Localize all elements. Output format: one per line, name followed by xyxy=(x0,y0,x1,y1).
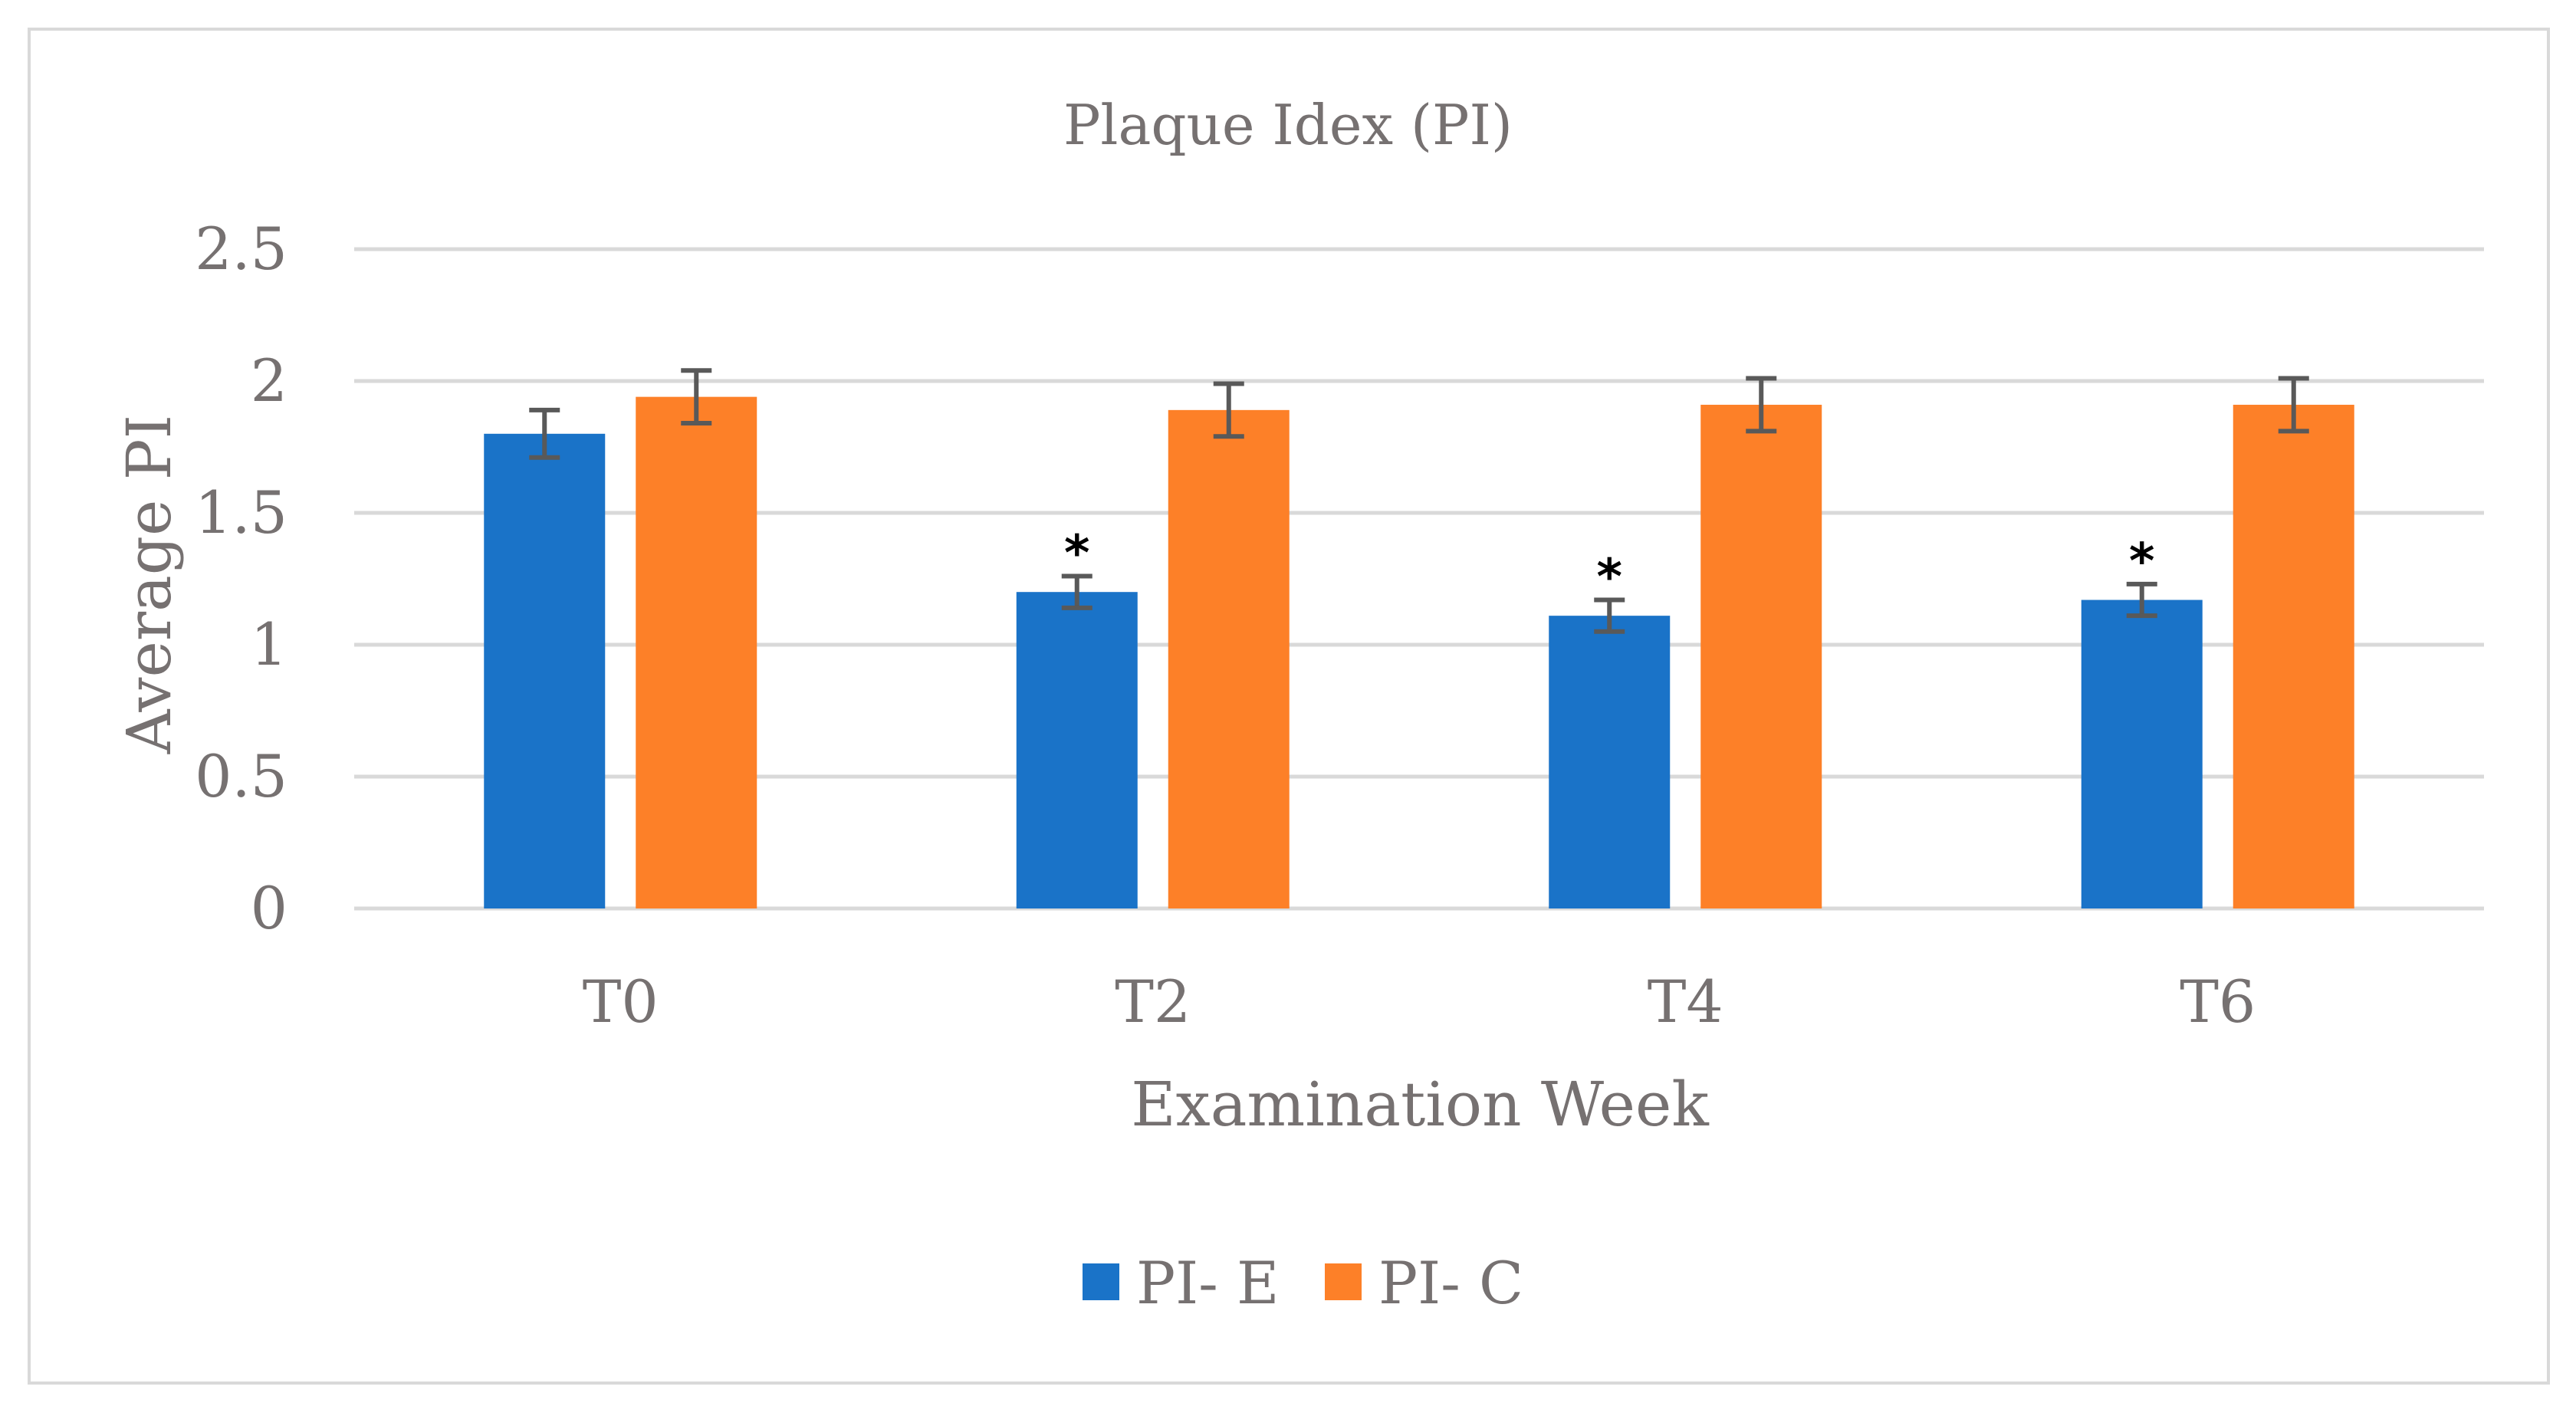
bar-pi-e-t4 xyxy=(1549,616,1671,908)
y-axis-title: Average PI xyxy=(113,415,185,754)
y-tick-label: 1.5 xyxy=(195,478,288,547)
y-tick-label: 0 xyxy=(251,874,288,942)
x-axis-title: Examination Week xyxy=(1131,1069,1710,1140)
legend-label: PI- C xyxy=(1378,1249,1523,1317)
y-tick-label: 2 xyxy=(251,347,288,415)
legend-label: PI- E xyxy=(1136,1249,1279,1317)
bar-pi-e-t0 xyxy=(484,433,606,908)
y-tick-label: 1 xyxy=(251,610,288,678)
bar-pi-c-t0 xyxy=(636,396,757,908)
significance-marker: * xyxy=(2129,534,2154,590)
bar-pi-e-t2 xyxy=(1016,592,1138,908)
chart-title: Plaque Idex (PI) xyxy=(1063,93,1513,157)
x-axis-ticks: T0 T2 T4 T6 xyxy=(583,968,2256,1036)
x-tick-label: T6 xyxy=(2180,968,2256,1036)
bars: * * * xyxy=(484,368,2354,908)
legend-swatch xyxy=(1083,1263,1119,1300)
bar-pi-e-t6 xyxy=(2081,600,2203,908)
y-tick-label: 0.5 xyxy=(195,742,288,810)
legend: PI- E PI- C xyxy=(1083,1249,1523,1317)
x-tick-label: T0 xyxy=(583,968,659,1036)
y-axis-ticks: 0 0.5 1 1.5 2 2.5 xyxy=(195,215,288,942)
legend-swatch xyxy=(1325,1263,1362,1300)
y-tick-label: 2.5 xyxy=(195,215,288,283)
significance-marker: * xyxy=(1064,526,1089,583)
bar-pi-c-t6 xyxy=(2233,404,2354,908)
bar-pi-c-t4 xyxy=(1700,404,1822,908)
x-tick-label: T4 xyxy=(1648,968,1723,1036)
significance-marker: * xyxy=(1597,550,1622,606)
bar-pi-c-t2 xyxy=(1168,409,1290,908)
x-tick-label: T2 xyxy=(1115,968,1191,1036)
